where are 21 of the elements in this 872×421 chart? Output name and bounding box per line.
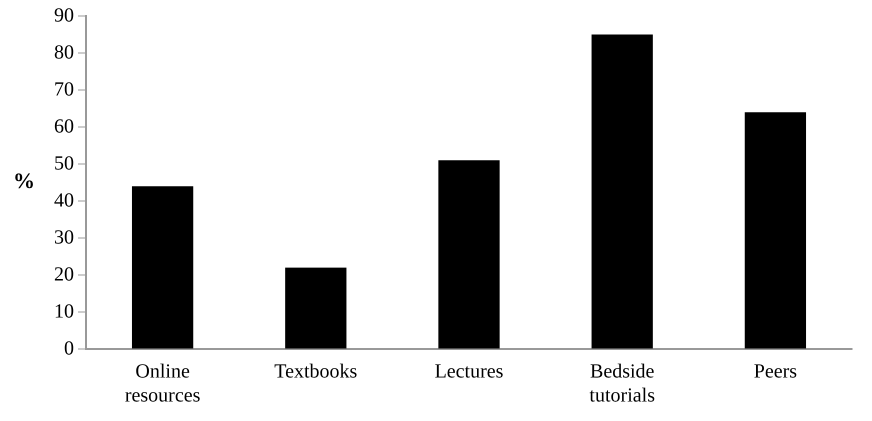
y-tick-label: 20 [54, 263, 74, 286]
bar [132, 186, 194, 348]
bar [285, 268, 346, 348]
x-tick-label: Lectures [434, 360, 504, 382]
bar [438, 160, 500, 348]
y-tick-label: 30 [54, 226, 74, 248]
x-tick-label: Online resources [124, 360, 201, 406]
x-tick-label: Peers [754, 360, 798, 382]
y-tick-label: 50 [54, 152, 74, 174]
y-tick-label: 40 [54, 189, 74, 212]
bar [744, 112, 806, 348]
x-tick-label: Textbooks [274, 360, 358, 382]
y-tick-label: 90 [54, 4, 74, 26]
y-tick-label: 0 [64, 337, 74, 360]
y-tick-label: 10 [54, 300, 74, 322]
y-tick-label: 60 [54, 115, 74, 138]
y-tick-label: 80 [54, 41, 74, 64]
y-axis-title: % [13, 168, 35, 194]
y-tick-label: 70 [54, 78, 74, 100]
x-tick-label: Bedside tutorials [589, 360, 656, 406]
bar [592, 34, 653, 348]
